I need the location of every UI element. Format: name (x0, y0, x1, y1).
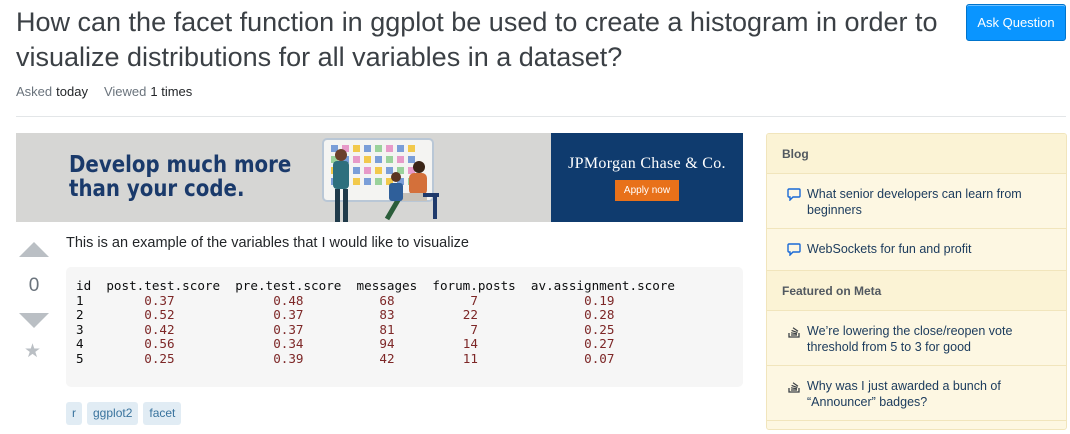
viewed-info: Viewed 1 times (104, 84, 192, 99)
meta-item[interactable]: We’re lowering the close/reopen vote thr… (767, 311, 1066, 366)
ad-banner[interactable]: Develop much more than your code. JPMorg… (16, 133, 743, 222)
tag-facet[interactable]: facet (143, 402, 182, 425)
code-cell-value: 42 (379, 350, 395, 366)
code-row: 5 0.25 0.39 42 11 0.07 (76, 350, 733, 367)
ad-brand-name: JPMorgan Chase & Co. (568, 155, 726, 172)
ad-brand-panel: JPMorgan Chase & Co. Apply now (551, 133, 743, 222)
code-row: 4 0.56 0.34 94 14 0.27 (76, 337, 733, 352)
code-row: 2 0.52 0.37 83 22 0.28 (76, 307, 733, 323)
meta-item[interactable]: Why was I just awarded a bunch of “Annou… (767, 366, 1066, 421)
code-cell-value: 22 (462, 307, 478, 323)
code-cell-value: 7 (470, 321, 478, 337)
sidebar-widget: Blog What senior developers can learn fr… (766, 133, 1067, 430)
tag-ggplot2[interactable]: ggplot2 (87, 402, 139, 425)
code-row: 1 0.37 0.48 68 7 0.19 (76, 292, 733, 309)
code-header: id post.test.score pre.test.score messag… (76, 278, 675, 293)
code-cell-value: 0.37 (273, 321, 304, 337)
post-body-text: This is an example of the variables that… (66, 235, 469, 251)
code-cell-value: 7 (470, 292, 478, 308)
question-title[interactable]: How can the facet function in ggplot be … (16, 7, 938, 72)
ad-headline-line1: Develop much more (69, 152, 292, 178)
code-cell-value: 0.27 (584, 336, 615, 352)
ad-apply-button[interactable]: Apply now (615, 180, 679, 201)
code-cell-value: 0.37 (144, 292, 175, 308)
stack-exchange-icon (787, 379, 801, 410)
code-cell-value: 0.19 (584, 292, 615, 308)
asked-label: Asked (16, 84, 53, 99)
code-cell-value: 0.42 (144, 321, 175, 337)
vote-count: 0 (28, 275, 40, 296)
tag-r[interactable]: r (66, 402, 82, 425)
code-row: 3 0.42 0.37 81 7 0.25 (76, 321, 733, 338)
code-cell-value: 0.48 (273, 292, 304, 308)
blog-items: What senior developers can learn from be… (767, 174, 1066, 271)
ask-question-button[interactable]: Ask Question (966, 4, 1066, 41)
asked-info: Asked today (16, 84, 88, 99)
speech-bubble-icon (787, 187, 801, 218)
viewed-label: Viewed (103, 84, 147, 99)
code-cell-value: 81 (379, 321, 395, 337)
blog-item[interactable]: What senior developers can learn from be… (767, 174, 1066, 229)
asked-value: today (56, 84, 88, 99)
viewed-value: 1 times (150, 84, 193, 99)
speech-bubble-icon (787, 242, 801, 260)
featured-meta-heading: Featured on Meta (767, 271, 1066, 311)
blog-item[interactable]: WebSockets for fun and profit (767, 229, 1066, 271)
code-cell-id: 1 (76, 292, 84, 308)
code-cell-id: 3 (76, 321, 84, 337)
code-cell-value: 94 (379, 336, 395, 352)
code-cell-value: 0.52 (144, 307, 175, 323)
ad-headline: Develop much more than your code. (69, 153, 291, 201)
header-divider (16, 116, 1066, 117)
downvote-button[interactable] (19, 313, 49, 328)
code-cell-value: 0.37 (273, 307, 304, 323)
question-meta: Asked today Viewed 1 times (16, 84, 192, 99)
code-cell-value: 0.28 (584, 307, 615, 323)
code-cell-id: 5 (76, 350, 84, 366)
code-cell-value: 68 (379, 292, 395, 308)
code-cell-value: 0.34 (273, 336, 304, 352)
code-rows: 1 0.37 0.48 68 7 0.19 2 0.52 0.37 83 22 0… (76, 292, 733, 367)
tag-list: r ggplot2 facet (66, 402, 182, 425)
code-cell-id: 4 (76, 336, 84, 352)
code-cell-value: 0.07 (584, 350, 615, 366)
code-cell-value: 83 (379, 307, 395, 323)
bookmark-star-icon[interactable]: ★ (24, 341, 42, 362)
blog-heading: Blog (767, 134, 1066, 174)
code-block: id post.test.score pre.test.score messag… (66, 267, 743, 387)
stack-exchange-icon (787, 324, 801, 355)
code-cell-value: 11 (462, 350, 478, 366)
ad-headline-line2: than your code. (69, 176, 245, 202)
code-cell-value: 0.39 (273, 350, 304, 366)
code-cell-value: 0.25 (584, 321, 615, 337)
code-cell-value: 0.25 (144, 350, 175, 366)
code-cell-id: 2 (76, 307, 84, 323)
meta-item-link[interactable]: Why was I just awarded a bunch of “Annou… (807, 379, 1001, 409)
meta-item-link[interactable]: We’re lowering the close/reopen vote thr… (807, 324, 1013, 354)
ad-illustration (322, 138, 439, 222)
blog-item-link[interactable]: What senior developers can learn from be… (807, 187, 1022, 217)
code-cell-value: 14 (462, 336, 478, 352)
meta-items: We’re lowering the close/reopen vote thr… (767, 311, 1066, 421)
upvote-button[interactable] (19, 242, 49, 257)
code-cell-value: 0.56 (144, 336, 175, 352)
blog-item-link[interactable]: WebSockets for fun and profit (807, 242, 972, 256)
